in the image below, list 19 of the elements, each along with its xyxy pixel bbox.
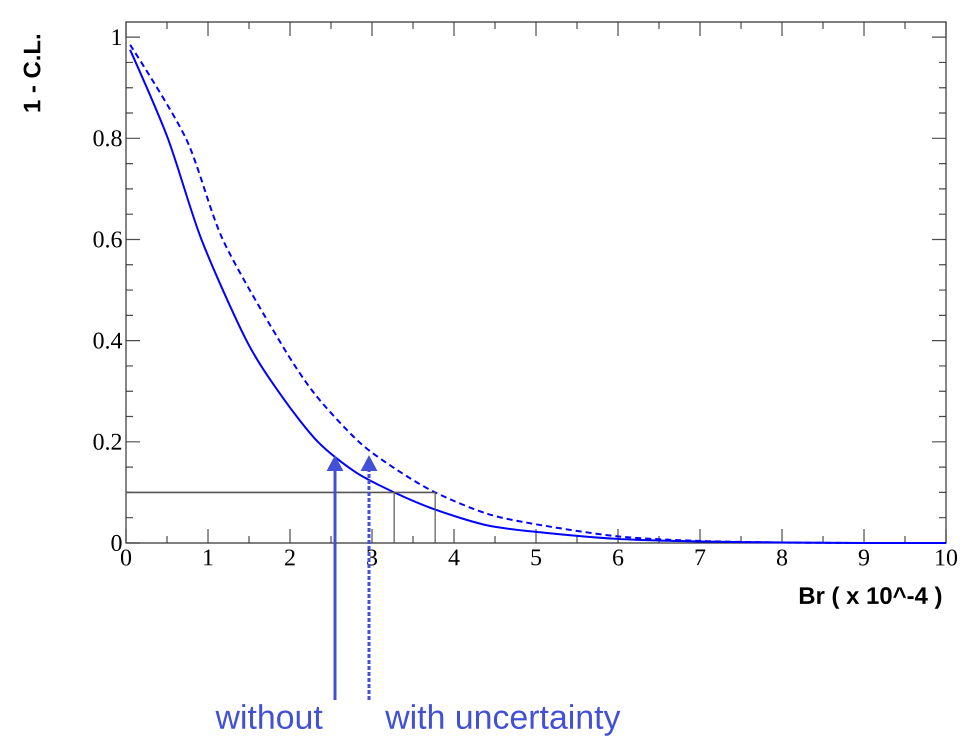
x-tick-label: 9 <box>858 550 869 566</box>
y-tick-label: 0 <box>111 534 122 552</box>
text: with uncertainty <box>385 704 620 736</box>
y-tick-label: 0.4 <box>94 332 122 349</box>
text: without <box>215 704 323 730</box>
x-tick-label: 7 <box>696 550 706 566</box>
y-tick-label: 1 <box>112 29 122 46</box>
x-axis-title: Br ( x 10^-4 ) <box>800 586 942 609</box>
x-tick-label: 5 <box>531 550 542 566</box>
x-tick-label: 1 <box>204 550 213 566</box>
x-tick-label: 2 <box>285 550 295 566</box>
x-tick-label: 8 <box>776 550 788 566</box>
y-tick-label: 0.6 <box>94 231 122 248</box>
x-tick-label: 6 <box>613 550 624 566</box>
x-tick-label: 4 <box>448 550 460 566</box>
y-axis-title: 1 - C.L. <box>24 34 40 112</box>
y-tick-label: 0.8 <box>94 130 122 146</box>
x-tick-label: 10 <box>936 550 958 566</box>
y-tick-label: 0.2 <box>94 434 122 450</box>
